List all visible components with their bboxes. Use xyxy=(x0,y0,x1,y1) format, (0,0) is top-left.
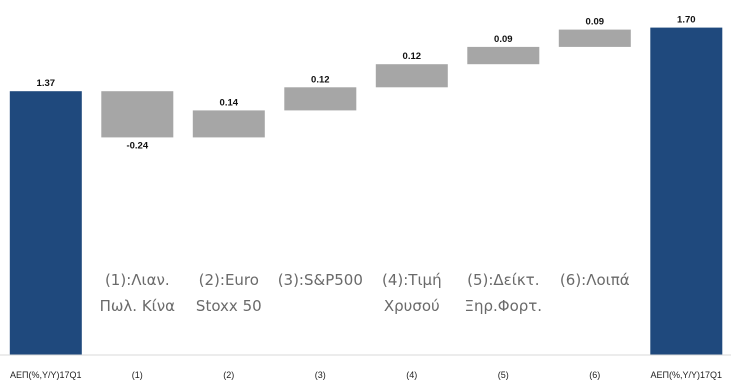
bar-2 xyxy=(192,110,265,138)
bar-7 xyxy=(650,27,723,355)
annotation-4-line-1: Χρυσού xyxy=(384,297,440,315)
annotation-5-line-1: Ξηρ.Φορτ. xyxy=(465,297,543,315)
annotation-1-line-1: Πωλ. Κίνα xyxy=(100,297,176,315)
data-label-7: 1.70 xyxy=(677,15,696,26)
x-tick-label-2: (2) xyxy=(223,370,234,380)
annotation-5-line-0: (5):Δείκτ. xyxy=(467,271,539,289)
x-tick-label-0: ΑΕΠ(%,Υ/Υ)17Q1 xyxy=(10,370,82,380)
annotations-group: (1):Λιαν. Πωλ. Κίνα (2):Euro Stoxx 50 (3):S&… xyxy=(100,271,630,315)
x-tick-label-6: (6) xyxy=(589,370,600,380)
x-tick-label-1: (1) xyxy=(132,370,143,380)
bars-group xyxy=(9,27,723,355)
data-label-5: 0.09 xyxy=(494,34,513,45)
annotation-2-line-0: (2):Euro xyxy=(199,271,259,289)
bar-0 xyxy=(9,91,82,355)
bar-3 xyxy=(284,87,357,111)
annotation-2-line-1: Stoxx 50 xyxy=(196,297,262,315)
data-label-2: 0.14 xyxy=(220,97,239,108)
annotation-4-line-0: (4):Τιμή xyxy=(382,271,442,289)
annotation-1-line-0: (1):Λιαν. xyxy=(105,271,170,289)
data-label-3: 0.12 xyxy=(311,74,330,85)
x-tick-label-7: ΑΕΠ(%,Υ/Υ)17Q1 xyxy=(651,370,723,380)
data-label-4: 0.12 xyxy=(403,51,422,62)
annotation-3-line-0: (3):S&P500 xyxy=(278,271,363,289)
data-label-6: 0.09 xyxy=(586,17,605,28)
x-tick-label-3: (3) xyxy=(315,370,326,380)
bar-6 xyxy=(558,29,631,47)
bar-1 xyxy=(101,91,174,138)
x-tick-label-5: (5) xyxy=(498,370,509,380)
data-label-1: -0.24 xyxy=(126,140,148,151)
x-tick-labels-group: ΑΕΠ(%,Υ/Υ)17Q1 (1) (2) (3) (4) (5) (6) ΑΕΠ(%,Υ/… xyxy=(10,370,722,380)
value-labels-group: 1.37 -0.24 0.14 0.12 0.12 0.09 0.09 1.70 xyxy=(37,15,696,152)
data-label-0: 1.37 xyxy=(37,78,56,89)
bar-4 xyxy=(375,64,448,88)
bar-5 xyxy=(467,46,540,65)
annotation-6-line-0: (6):Λοιπά xyxy=(560,271,630,289)
x-tick-label-4: (4) xyxy=(406,370,417,380)
